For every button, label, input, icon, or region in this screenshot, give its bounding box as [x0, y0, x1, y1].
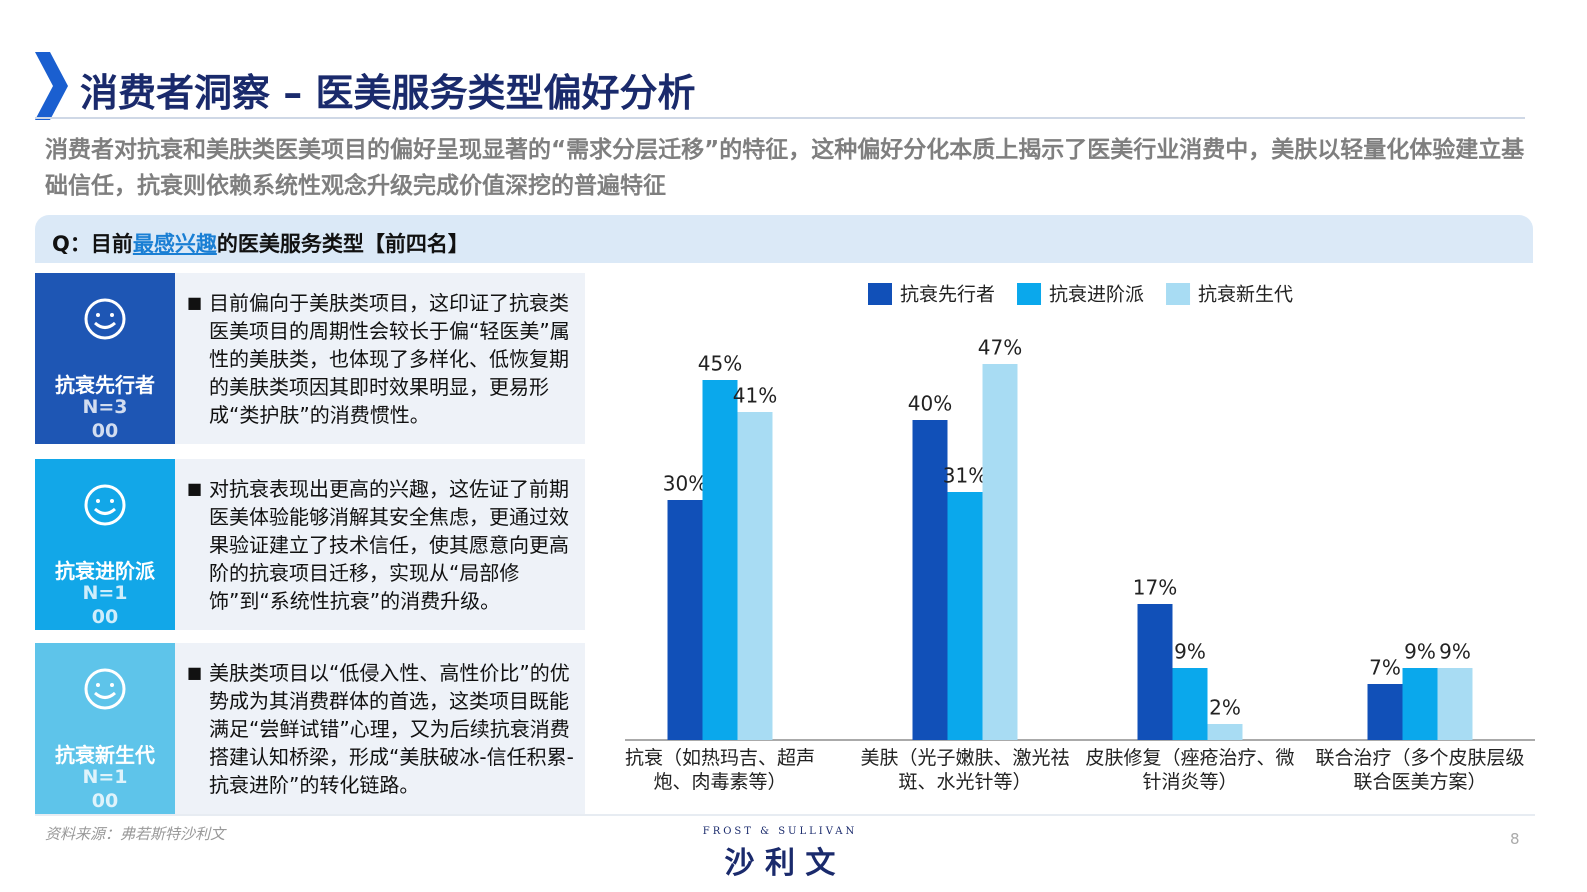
data-label: 47% [978, 336, 1022, 360]
data-label: 30% [663, 472, 707, 496]
source: 资料来源：弗若斯特沙利文 [45, 825, 226, 843]
segment-text: 对抗衰表现出更高的兴趣，这佐证了前期医美体验能够消解其安全焦虑，更通过效果验证建… [175, 459, 585, 630]
data-label: 7% [1369, 656, 1401, 680]
segment-n: N=300 [82, 396, 128, 442]
segment-text: 美肤类项目以“低侵入性、高性价比”的优势成为其消费群体的首选，这类项目既能满足“… [175, 643, 585, 814]
data-label: 45% [698, 352, 742, 376]
bar [1207, 724, 1243, 740]
segment-n: N=100 [82, 766, 128, 812]
segment-text: 目前偏向于美肤类项目，这印证了抗衰类医美项目的周期性会较长于偏“轻医美”属性的美… [175, 273, 585, 444]
data-label: 2% [1209, 696, 1241, 720]
legend-label: 抗衰新生代 [1198, 284, 1293, 306]
bar [702, 380, 738, 740]
data-label: 9% [1404, 640, 1436, 664]
subtitle: 消费者对抗衰和美肤类医美项目的偏好呈现显著的“需求分层迁移”的特征，这种偏好分化… [45, 137, 1525, 199]
bar [982, 364, 1018, 740]
question: Q：目前最感兴趣的医美服务类型【前四名】 [52, 228, 469, 258]
bar [1172, 668, 1208, 740]
question-bar [35, 215, 1533, 263]
data-label: 41% [733, 384, 777, 408]
title: 消费者洞察 – 医美服务类型偏好分析 [80, 71, 696, 115]
segment-n: N=100 [82, 582, 128, 628]
logo-cn: 沙 利 文 [724, 846, 836, 881]
data-label: 17% [1133, 576, 1177, 600]
page-number: 8 [1510, 830, 1520, 848]
bar [1367, 684, 1403, 740]
category-label: 皮肤修复（痤疮治疗、微针消炎等） [1085, 747, 1295, 793]
bar [947, 492, 983, 740]
data-label: 9% [1174, 640, 1206, 664]
segment-name: 抗衰先行者 [55, 373, 155, 397]
chevron [35, 52, 68, 120]
bar [1437, 668, 1473, 740]
category-label: 联合治疗（多个皮肤层级联合医美方案） [1315, 747, 1525, 793]
legend-label: 抗衰先行者 [900, 284, 995, 306]
legend-swatch [1017, 283, 1042, 305]
question-prefix: Q：目前 [52, 232, 133, 256]
legend-swatch [868, 283, 892, 305]
bar [737, 412, 773, 740]
bar [667, 500, 703, 740]
smiley-icon [84, 668, 126, 710]
bar [1402, 668, 1438, 740]
smiley-icon [84, 298, 126, 340]
segment-name: 抗衰新生代 [55, 743, 155, 767]
category-label: 美肤（光子嫩肤、激光祛斑、水光针等） [860, 747, 1070, 793]
bar [912, 420, 948, 740]
logo-en: FROST & SULLIVAN [702, 826, 858, 837]
segment-tag: 抗衰新生代 N=100 [35, 643, 175, 814]
data-label: 9% [1439, 640, 1471, 664]
category-label: 抗衰（如热玛吉、超声炮、肉毒素等） [624, 747, 815, 793]
question-suffix: 的医美服务类型【前四名】 [216, 232, 469, 256]
data-label: 31% [943, 464, 987, 488]
bar [1137, 604, 1173, 740]
segment-tag: 抗衰进阶派 N=100 [35, 459, 175, 630]
question-highlight: 最感兴趣 [132, 232, 217, 256]
segment-name: 抗衰进阶派 [55, 559, 155, 583]
segment-tag: 抗衰先行者 N=300 [35, 273, 175, 444]
data-label: 40% [908, 392, 952, 416]
legend-label: 抗衰进阶派 [1049, 284, 1144, 306]
smiley-icon [84, 484, 126, 526]
legend-swatch [1166, 283, 1191, 305]
